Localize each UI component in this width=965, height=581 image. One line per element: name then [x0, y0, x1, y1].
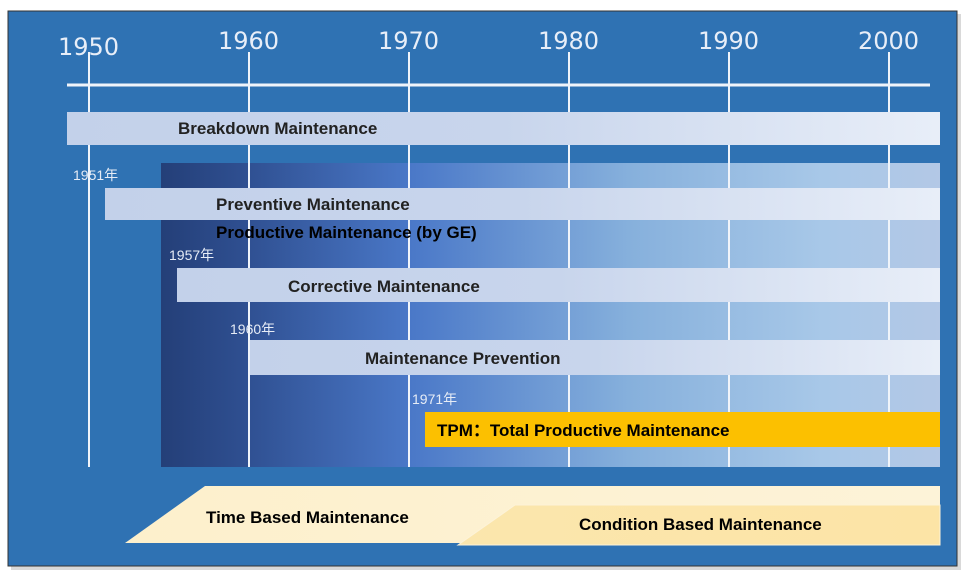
time-based-label: Time Based Maintenance [206, 508, 409, 527]
breakdown-maintenance-bar [67, 112, 940, 145]
year-label-1960: 1960 [218, 27, 279, 55]
corrective-maintenance-label: Corrective Maintenance [288, 277, 480, 296]
corrective-start-year: 1957年 [169, 247, 214, 263]
maintenance-prevention-label: Maintenance Prevention [365, 349, 561, 368]
tpm-label: TPM：Total Productive Maintenance [437, 421, 730, 440]
year-label-2000: 2000 [858, 27, 919, 55]
prevention-start-year: 1960年 [230, 321, 275, 337]
productive-maintenance-label: Productive Maintenance (by GE) [216, 223, 477, 242]
year-label-1970: 1970 [378, 27, 439, 55]
year-label-1980: 1980 [538, 27, 599, 55]
tpm-bar [425, 412, 940, 447]
tpm-start-year: 1971年 [412, 391, 457, 407]
preventive-start-year: 1951年 [73, 167, 118, 183]
preventive-maintenance-label: Preventive Maintenance [216, 195, 410, 214]
condition-based-label: Condition Based Maintenance [579, 515, 822, 534]
year-label-1990: 1990 [698, 27, 759, 55]
corrective-maintenance-bar [177, 268, 940, 302]
condition-based-band [456, 504, 941, 546]
year-label-1950: 1950 [58, 33, 119, 61]
maintenance-prevention-bar [250, 340, 940, 375]
breakdown-maintenance-label: Breakdown Maintenance [178, 119, 377, 138]
preventive-maintenance-bar [105, 188, 940, 220]
